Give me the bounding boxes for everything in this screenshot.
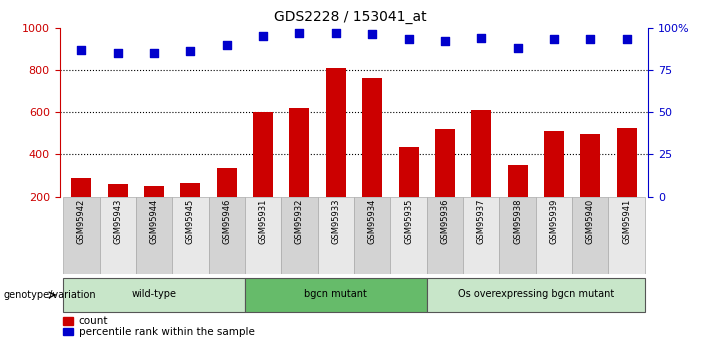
Text: GSM95945: GSM95945	[186, 199, 195, 244]
FancyBboxPatch shape	[427, 278, 645, 312]
Bar	[217, 168, 237, 239]
Text: GSM95944: GSM95944	[149, 199, 158, 244]
Text: GSM95935: GSM95935	[404, 199, 413, 244]
Bar	[354, 197, 390, 274]
Point	[112, 50, 123, 56]
Point	[222, 42, 233, 47]
Bar	[144, 186, 164, 239]
Text: GSM95932: GSM95932	[295, 199, 304, 244]
Text: GSM95946: GSM95946	[222, 199, 231, 244]
Bar	[427, 197, 463, 274]
Bar	[463, 197, 499, 274]
Text: GSM95942: GSM95942	[77, 199, 86, 244]
Point	[330, 30, 341, 36]
Bar	[580, 134, 600, 239]
Point	[257, 33, 268, 39]
Bar	[471, 110, 491, 239]
Bar	[290, 108, 309, 239]
Point	[475, 35, 486, 40]
Bar	[72, 178, 91, 239]
Bar	[209, 197, 245, 274]
Text: genotype/variation: genotype/variation	[4, 290, 96, 300]
Point	[403, 37, 414, 42]
Text: percentile rank within the sample: percentile rank within the sample	[79, 327, 254, 336]
Text: GSM95939: GSM95939	[550, 199, 559, 244]
Bar	[499, 197, 536, 274]
Point	[76, 47, 87, 52]
Bar	[399, 147, 418, 239]
Bar	[318, 197, 354, 274]
Bar	[245, 197, 281, 274]
Point	[185, 49, 196, 54]
Text: GSM95936: GSM95936	[440, 199, 449, 245]
Bar	[180, 183, 200, 239]
Text: Os overexpressing bgcn mutant: Os overexpressing bgcn mutant	[458, 289, 614, 299]
FancyBboxPatch shape	[245, 278, 427, 312]
Bar	[362, 78, 382, 239]
Text: GSM95937: GSM95937	[477, 199, 486, 245]
Point	[512, 45, 523, 51]
Text: wild-type: wild-type	[132, 289, 177, 299]
Bar	[281, 197, 318, 274]
Point	[585, 37, 596, 42]
FancyBboxPatch shape	[63, 278, 245, 312]
Point	[294, 30, 305, 36]
Bar	[508, 165, 528, 239]
Bar	[390, 197, 427, 274]
Text: GSM95940: GSM95940	[586, 199, 594, 244]
Bar	[326, 68, 346, 239]
Point	[367, 32, 378, 37]
Bar	[172, 197, 209, 274]
Text: GSM95943: GSM95943	[114, 199, 122, 244]
Text: bgcn mutant: bgcn mutant	[304, 289, 367, 299]
Point	[440, 38, 451, 44]
Text: GSM95934: GSM95934	[368, 199, 376, 244]
Bar	[536, 197, 572, 274]
Bar	[108, 184, 128, 239]
Bar	[136, 197, 172, 274]
Text: GSM95931: GSM95931	[259, 199, 268, 244]
Text: GSM95941: GSM95941	[622, 199, 631, 244]
Bar	[572, 197, 608, 274]
Bar	[63, 317, 73, 325]
Bar	[435, 129, 455, 239]
Point	[548, 37, 559, 42]
Text: count: count	[79, 316, 108, 326]
Bar	[63, 197, 100, 274]
Bar	[63, 328, 73, 335]
Point	[149, 50, 160, 56]
Bar	[617, 128, 637, 239]
Point	[621, 37, 632, 42]
Text: GDS2228 / 153041_at: GDS2228 / 153041_at	[274, 10, 427, 24]
Text: GSM95938: GSM95938	[513, 199, 522, 245]
Bar	[544, 131, 564, 239]
Bar	[253, 112, 273, 239]
Bar	[100, 197, 136, 274]
Bar	[608, 197, 645, 274]
Text: GSM95933: GSM95933	[332, 199, 340, 245]
